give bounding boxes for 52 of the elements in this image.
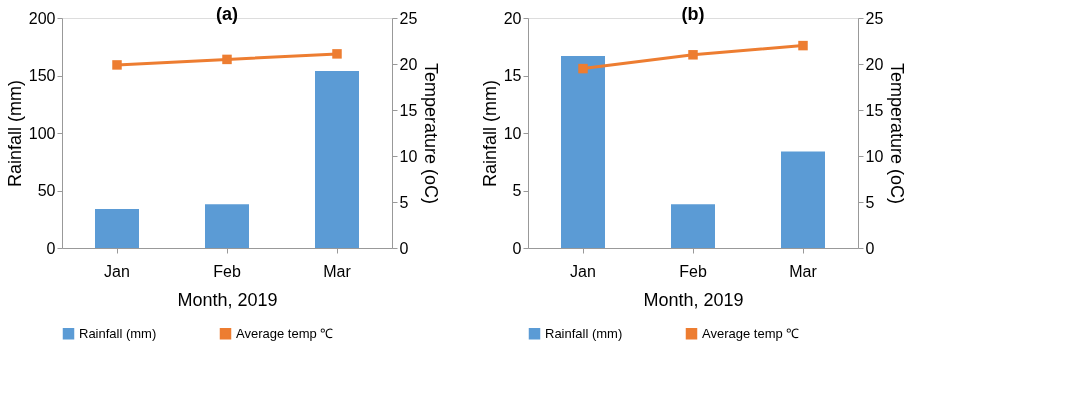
legend-label: Average temp ℃	[236, 325, 334, 341]
y-tick-label: 100	[28, 124, 56, 142]
y-axis-title: Rainfall (mm)	[4, 79, 25, 188]
y2-tick-label: 10	[399, 147, 418, 165]
y2-tick-label: 15	[399, 101, 418, 119]
x-axis-title: Month, 2019	[643, 289, 744, 310]
y-tick-label: 0	[46, 239, 56, 257]
y2-tick-label: 10	[865, 147, 884, 165]
point	[332, 49, 342, 59]
y2-axis-title: Temperature (oC)	[421, 62, 442, 205]
y2-tick-label: 20	[865, 55, 884, 73]
legend-label: Rainfall (mm)	[545, 325, 623, 341]
y-tick-label: 10	[503, 124, 522, 142]
y2-tick-label: 0	[399, 239, 409, 257]
x-tick-label: Feb	[213, 262, 241, 280]
bar	[95, 208, 139, 248]
bar	[315, 70, 359, 248]
y2-tick-label: 25	[399, 9, 418, 27]
y-tick-label: 50	[37, 182, 56, 199]
legend-label: Rainfall (mm)	[79, 325, 157, 341]
y-tick-label: 20	[503, 9, 522, 27]
chart-title: (b)	[681, 4, 705, 24]
x-tick-label: Feb	[679, 262, 707, 280]
point	[798, 40, 808, 51]
y-tick-label: 5	[512, 182, 522, 199]
bar	[205, 204, 249, 248]
y2-tick-label: 15	[865, 101, 884, 119]
y2-tick-label: 25	[865, 9, 884, 27]
y-axis-title: Rainfall (mm)	[479, 79, 500, 188]
x-tick-label: Jan	[104, 262, 130, 280]
y-tick-label: 150	[28, 67, 56, 84]
x-tick-label: Mar	[323, 262, 352, 280]
y2-tick-label: 20	[399, 55, 418, 73]
y2-tick-label: 5	[399, 193, 409, 211]
x-tick-label: Mar	[789, 262, 818, 280]
legend-label: Average temp ℃	[702, 325, 800, 341]
y-tick-label: 0	[512, 239, 522, 257]
bar	[781, 151, 825, 248]
y2-axis-title: Temperature (oC)	[887, 62, 908, 205]
point	[222, 54, 232, 65]
x-tick-label: Jan	[570, 262, 596, 280]
point	[688, 50, 698, 60]
point	[112, 60, 122, 70]
bar	[671, 204, 715, 248]
y2-tick-label: 5	[865, 193, 875, 211]
y-tick-label: 200	[28, 9, 56, 27]
point	[578, 63, 588, 74]
x-axis-title: Month, 2019	[177, 289, 278, 310]
y-tick-label: 15	[503, 67, 522, 84]
bar	[561, 55, 605, 248]
y2-tick-label: 0	[865, 239, 875, 257]
chart-title: (a)	[216, 4, 238, 24]
